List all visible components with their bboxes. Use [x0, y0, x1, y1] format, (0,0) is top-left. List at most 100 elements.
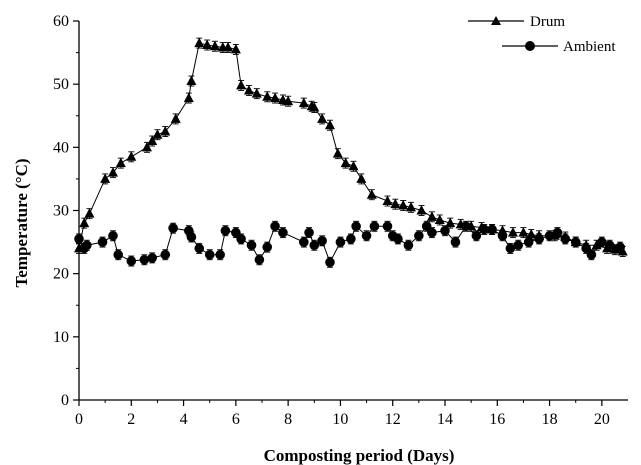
y-tick-label: 30: [53, 203, 69, 220]
data-point-ambient: [160, 249, 171, 260]
data-point-ambient: [604, 240, 615, 251]
legend-drum-marker: [491, 16, 501, 25]
data-point-drum: [100, 173, 111, 183]
data-point-ambient: [147, 253, 157, 263]
data-point-drum: [147, 135, 158, 146]
data-point-ambient: [513, 240, 523, 251]
x-tick-label: 12: [385, 411, 401, 428]
data-point-ambient: [270, 221, 280, 232]
data-point-ambient: [440, 225, 450, 236]
data-point-ambient: [231, 227, 241, 238]
data-point-ambient: [335, 237, 346, 247]
data-point-ambient: [544, 230, 555, 241]
data-point-ambient: [82, 240, 92, 251]
data-point-ambient: [523, 237, 534, 247]
data-point-drum: [270, 92, 281, 103]
x-tick-label: 4: [180, 411, 188, 428]
x-axis-title: Composting period (Days): [264, 446, 455, 465]
x-tick-label: 10: [332, 411, 348, 428]
data-point-ambient: [552, 227, 563, 238]
data-point-ambient: [304, 227, 314, 238]
data-point-drum: [236, 79, 247, 90]
data-point-drum: [183, 92, 194, 103]
data-point-drum: [160, 126, 171, 136]
data-point-drum: [230, 43, 241, 54]
y-tick-label: 10: [53, 329, 69, 346]
data-point-ambient: [126, 256, 137, 266]
data-point-ambient: [278, 227, 288, 238]
data-point-ambient: [427, 227, 437, 238]
data-point-drum: [152, 129, 163, 139]
data-point-ambient: [220, 225, 231, 236]
data-point-ambient: [309, 240, 320, 251]
data-point-drum: [526, 229, 537, 239]
data-point-drum: [141, 141, 152, 152]
data-point-ambient: [450, 237, 461, 247]
data-point-drum: [251, 88, 262, 98]
data-point-drum: [356, 173, 367, 183]
data-point-drum: [107, 167, 118, 177]
data-point-ambient: [186, 232, 197, 242]
data-point-drum: [186, 75, 197, 86]
data-point-ambient: [194, 243, 205, 254]
data-point-ambient: [236, 234, 246, 244]
data-point-ambient: [325, 257, 335, 268]
data-point-ambient: [581, 243, 591, 254]
data-point-ambient: [204, 249, 215, 260]
data-point-ambient: [570, 237, 581, 247]
data-point-ambient: [479, 224, 490, 235]
data-point-drum: [445, 217, 456, 228]
data-point-ambient: [393, 234, 403, 244]
data-point-drum: [324, 119, 335, 130]
x-tick-label: 20: [594, 411, 610, 428]
data-point-drum: [366, 189, 377, 199]
data-point-drum: [115, 157, 126, 168]
data-point-drum: [426, 211, 437, 221]
x-tick-label: 0: [75, 411, 83, 428]
data-point-drum: [434, 214, 445, 224]
legend: Drum Ambient: [468, 14, 616, 55]
data-point-drum: [262, 91, 273, 101]
data-point-drum: [223, 42, 234, 52]
data-point-drum: [298, 97, 309, 108]
data-point-ambient: [369, 221, 380, 232]
data-point-drum: [126, 151, 137, 161]
data-point-ambient: [97, 237, 108, 247]
data-point-ambient: [74, 234, 84, 244]
data-point-drum: [382, 195, 393, 206]
y-tick-label: 50: [53, 76, 69, 93]
x-tick-label: 8: [284, 411, 292, 428]
data-point-ambient: [382, 221, 393, 232]
series-drum: [74, 37, 628, 258]
data-point-ambient: [560, 234, 571, 244]
x-tick-label: 16: [489, 411, 505, 428]
data-point-ambient: [597, 237, 607, 247]
data-point-ambient: [461, 221, 471, 232]
data-point-ambient: [421, 221, 432, 232]
x-tick-label: 14: [437, 411, 453, 428]
legend-ambient-label: Ambient: [563, 39, 616, 55]
data-point-ambient: [113, 249, 124, 260]
data-point-ambient: [351, 221, 361, 232]
y-tick-label: 0: [61, 392, 69, 409]
data-point-drum: [340, 157, 351, 168]
data-point-ambient: [586, 249, 597, 260]
data-point-drum: [518, 227, 529, 237]
series-ambient: [74, 220, 625, 268]
x-tick-label: 18: [542, 411, 558, 428]
data-point-ambient: [254, 254, 265, 265]
data-point-drum: [348, 160, 359, 171]
data-point-drum: [390, 198, 401, 209]
data-point-ambient: [139, 254, 150, 265]
data-point-drum: [194, 37, 205, 48]
axes: 0 2 4 6 8 10 12 14 16 18 20 0 10 20 30 40 50 60: [53, 13, 628, 428]
data-point-ambient: [414, 230, 424, 241]
y-tick-label: 40: [53, 139, 69, 156]
data-point-ambient: [299, 237, 309, 247]
series-line: [78, 42, 623, 253]
data-point-ambient: [168, 223, 178, 233]
data-point-ambient: [403, 240, 414, 251]
data-point-ambient: [615, 242, 625, 252]
data-point-ambient: [505, 243, 516, 254]
y-axis-title: Temperature (°C): [12, 158, 31, 287]
